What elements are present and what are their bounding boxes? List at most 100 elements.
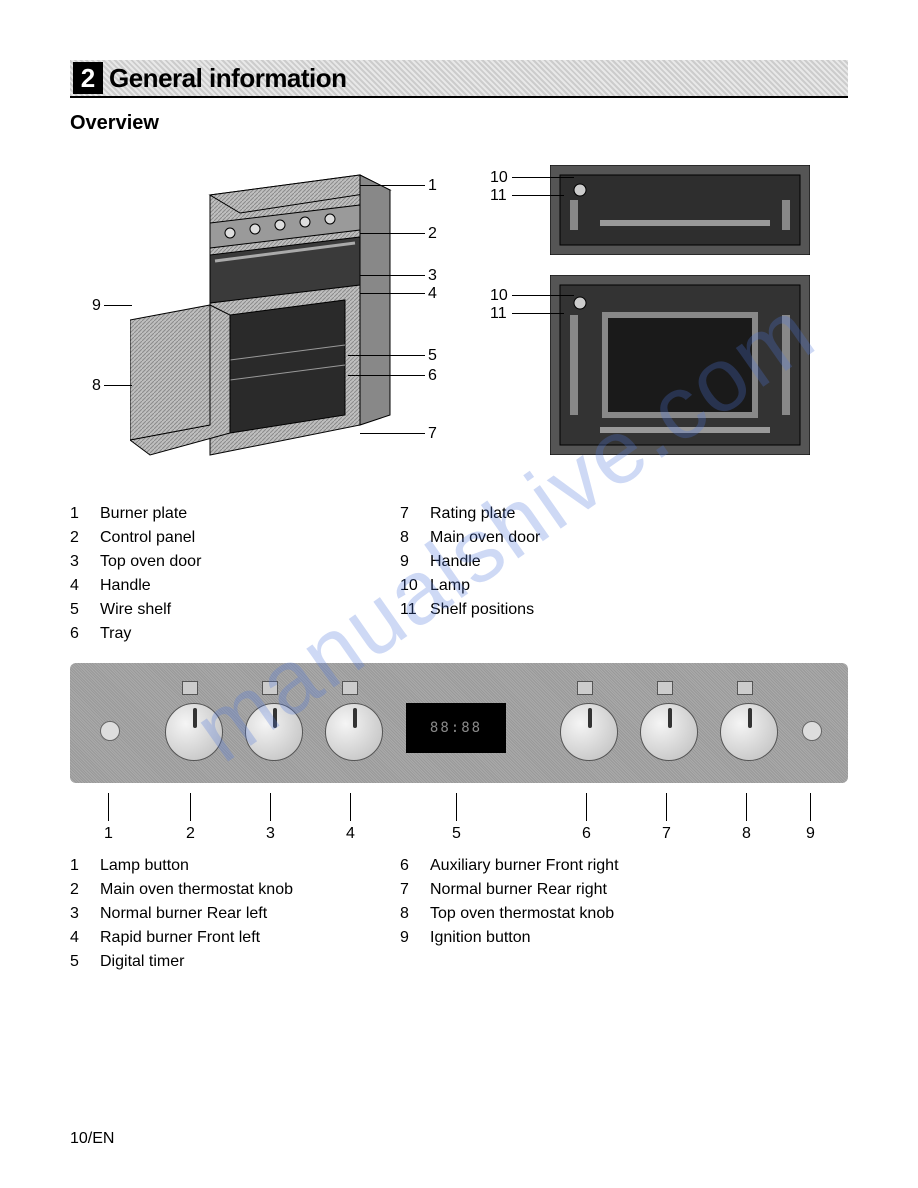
- callout-num: 11: [490, 305, 507, 323]
- callout-line: [512, 313, 564, 314]
- callout-num: 6: [428, 367, 437, 385]
- control-panel-illustration: 88:88: [70, 663, 848, 783]
- legend-num: 4: [70, 577, 100, 595]
- knob-icon: [342, 681, 358, 695]
- legend-num: 2: [70, 529, 100, 547]
- legend-num: 8: [400, 905, 430, 923]
- panel-callouts: 1 2 3 4 5 6 7 8 9: [70, 793, 848, 853]
- legend-num: 9: [400, 929, 430, 947]
- legend-text: Burner plate: [100, 505, 400, 523]
- legend-text: Top oven thermostat knob: [430, 905, 730, 923]
- legend-text: Tray: [100, 625, 400, 643]
- legend-text: Handle: [430, 553, 730, 571]
- callout-line: [350, 793, 351, 821]
- legend-num: 10: [400, 577, 430, 595]
- callout-num: 9: [92, 297, 101, 315]
- knob-front-left: [325, 703, 383, 761]
- knob-icon: [657, 681, 673, 695]
- legend-num: 7: [400, 881, 430, 899]
- knob-rear-right: [640, 703, 698, 761]
- legend-text: Rating plate: [430, 505, 730, 523]
- legend-text: Wire shelf: [100, 601, 400, 619]
- controls-legend: 1Lamp button 6Auxiliary burner Front rig…: [70, 857, 848, 971]
- callout-line: [348, 375, 425, 376]
- callout-num: 2: [428, 225, 437, 243]
- knob-icon: [182, 681, 198, 695]
- callout-line: [190, 793, 191, 821]
- legend-num: 11: [400, 601, 430, 619]
- callout-num: 3: [428, 267, 437, 285]
- callout-num: 4: [428, 285, 437, 303]
- stove-diagram: 1 2 3 4 5 6 7 8 9: [70, 165, 450, 465]
- callout-line: [586, 793, 587, 821]
- callout-num: 3: [266, 825, 275, 843]
- legend-num: 1: [70, 505, 100, 523]
- legend-num: 1: [70, 857, 100, 875]
- legend-num: 7: [400, 505, 430, 523]
- callout-line: [360, 433, 425, 434]
- stove-illustration-svg: [130, 165, 410, 465]
- callout-num: 8: [742, 825, 751, 843]
- diagrams-row: 1 2 3 4 5 6 7 8 9 10 11: [70, 165, 848, 465]
- callout-line: [360, 185, 425, 186]
- legend-text: Ignition button: [430, 929, 730, 947]
- callout-line: [348, 355, 425, 356]
- knob-top-oven: [720, 703, 778, 761]
- legend-text: Main oven thermostat knob: [100, 881, 400, 899]
- callout-line: [360, 233, 425, 234]
- callout-line: [746, 793, 747, 821]
- legend-text: Normal burner Rear right: [430, 881, 730, 899]
- callout-line: [810, 793, 811, 821]
- callout-num: 4: [346, 825, 355, 843]
- legend-text: Digital timer: [100, 953, 400, 971]
- legend-num: 3: [70, 553, 100, 571]
- callout-num: 9: [806, 825, 815, 843]
- callout-num: 5: [452, 825, 461, 843]
- callout-line: [512, 295, 574, 296]
- knob-icon: [737, 681, 753, 695]
- callout-num: 1: [428, 177, 437, 195]
- legend-num: 4: [70, 929, 100, 947]
- legend-num: 5: [70, 953, 100, 971]
- legend-text: Lamp: [430, 577, 730, 595]
- knob-rear-left: [245, 703, 303, 761]
- legend-num: 6: [400, 857, 430, 875]
- callout-num: 5: [428, 347, 437, 365]
- legend-text: Auxiliary burner Front right: [430, 857, 730, 875]
- callout-num: 10: [490, 287, 508, 305]
- page-subtitle: Overview: [70, 112, 848, 135]
- callout-num: 8: [92, 377, 101, 395]
- callout-line: [104, 385, 132, 386]
- knob-icon: [262, 681, 278, 695]
- legend-text: Top oven door: [100, 553, 400, 571]
- callout-line: [666, 793, 667, 821]
- legend-num: 2: [70, 881, 100, 899]
- callout-num: 11: [490, 187, 507, 205]
- ignition-button-icon: [802, 721, 822, 741]
- legend-text: Rapid burner Front left: [100, 929, 400, 947]
- callout-num: 6: [582, 825, 591, 843]
- callout-line: [360, 293, 425, 294]
- legend-num: 6: [70, 625, 100, 643]
- legend-text: Handle: [100, 577, 400, 595]
- top-door-svg: [550, 165, 810, 255]
- section-title: General information: [109, 63, 347, 94]
- callout-num: 2: [186, 825, 195, 843]
- callout-line: [456, 793, 457, 821]
- legend-text: Normal burner Rear left: [100, 905, 400, 923]
- legend-num: 5: [70, 601, 100, 619]
- callout-num: 10: [490, 169, 508, 187]
- callout-line: [360, 275, 425, 276]
- legend-text: Shelf positions: [430, 601, 730, 619]
- knob-front-right: [560, 703, 618, 761]
- digital-timer-display: 88:88: [406, 703, 506, 753]
- legend-num: 8: [400, 529, 430, 547]
- parts-legend: 1Burner plate 7Rating plate 2Control pan…: [70, 505, 848, 643]
- legend-num: 9: [400, 553, 430, 571]
- legend-text: Control panel: [100, 529, 400, 547]
- callout-line: [512, 195, 564, 196]
- legend-text: Main oven door: [430, 529, 730, 547]
- door-panels-diagram: 10 11 10 11: [490, 165, 810, 465]
- callout-line: [108, 793, 109, 821]
- callout-line: [512, 177, 574, 178]
